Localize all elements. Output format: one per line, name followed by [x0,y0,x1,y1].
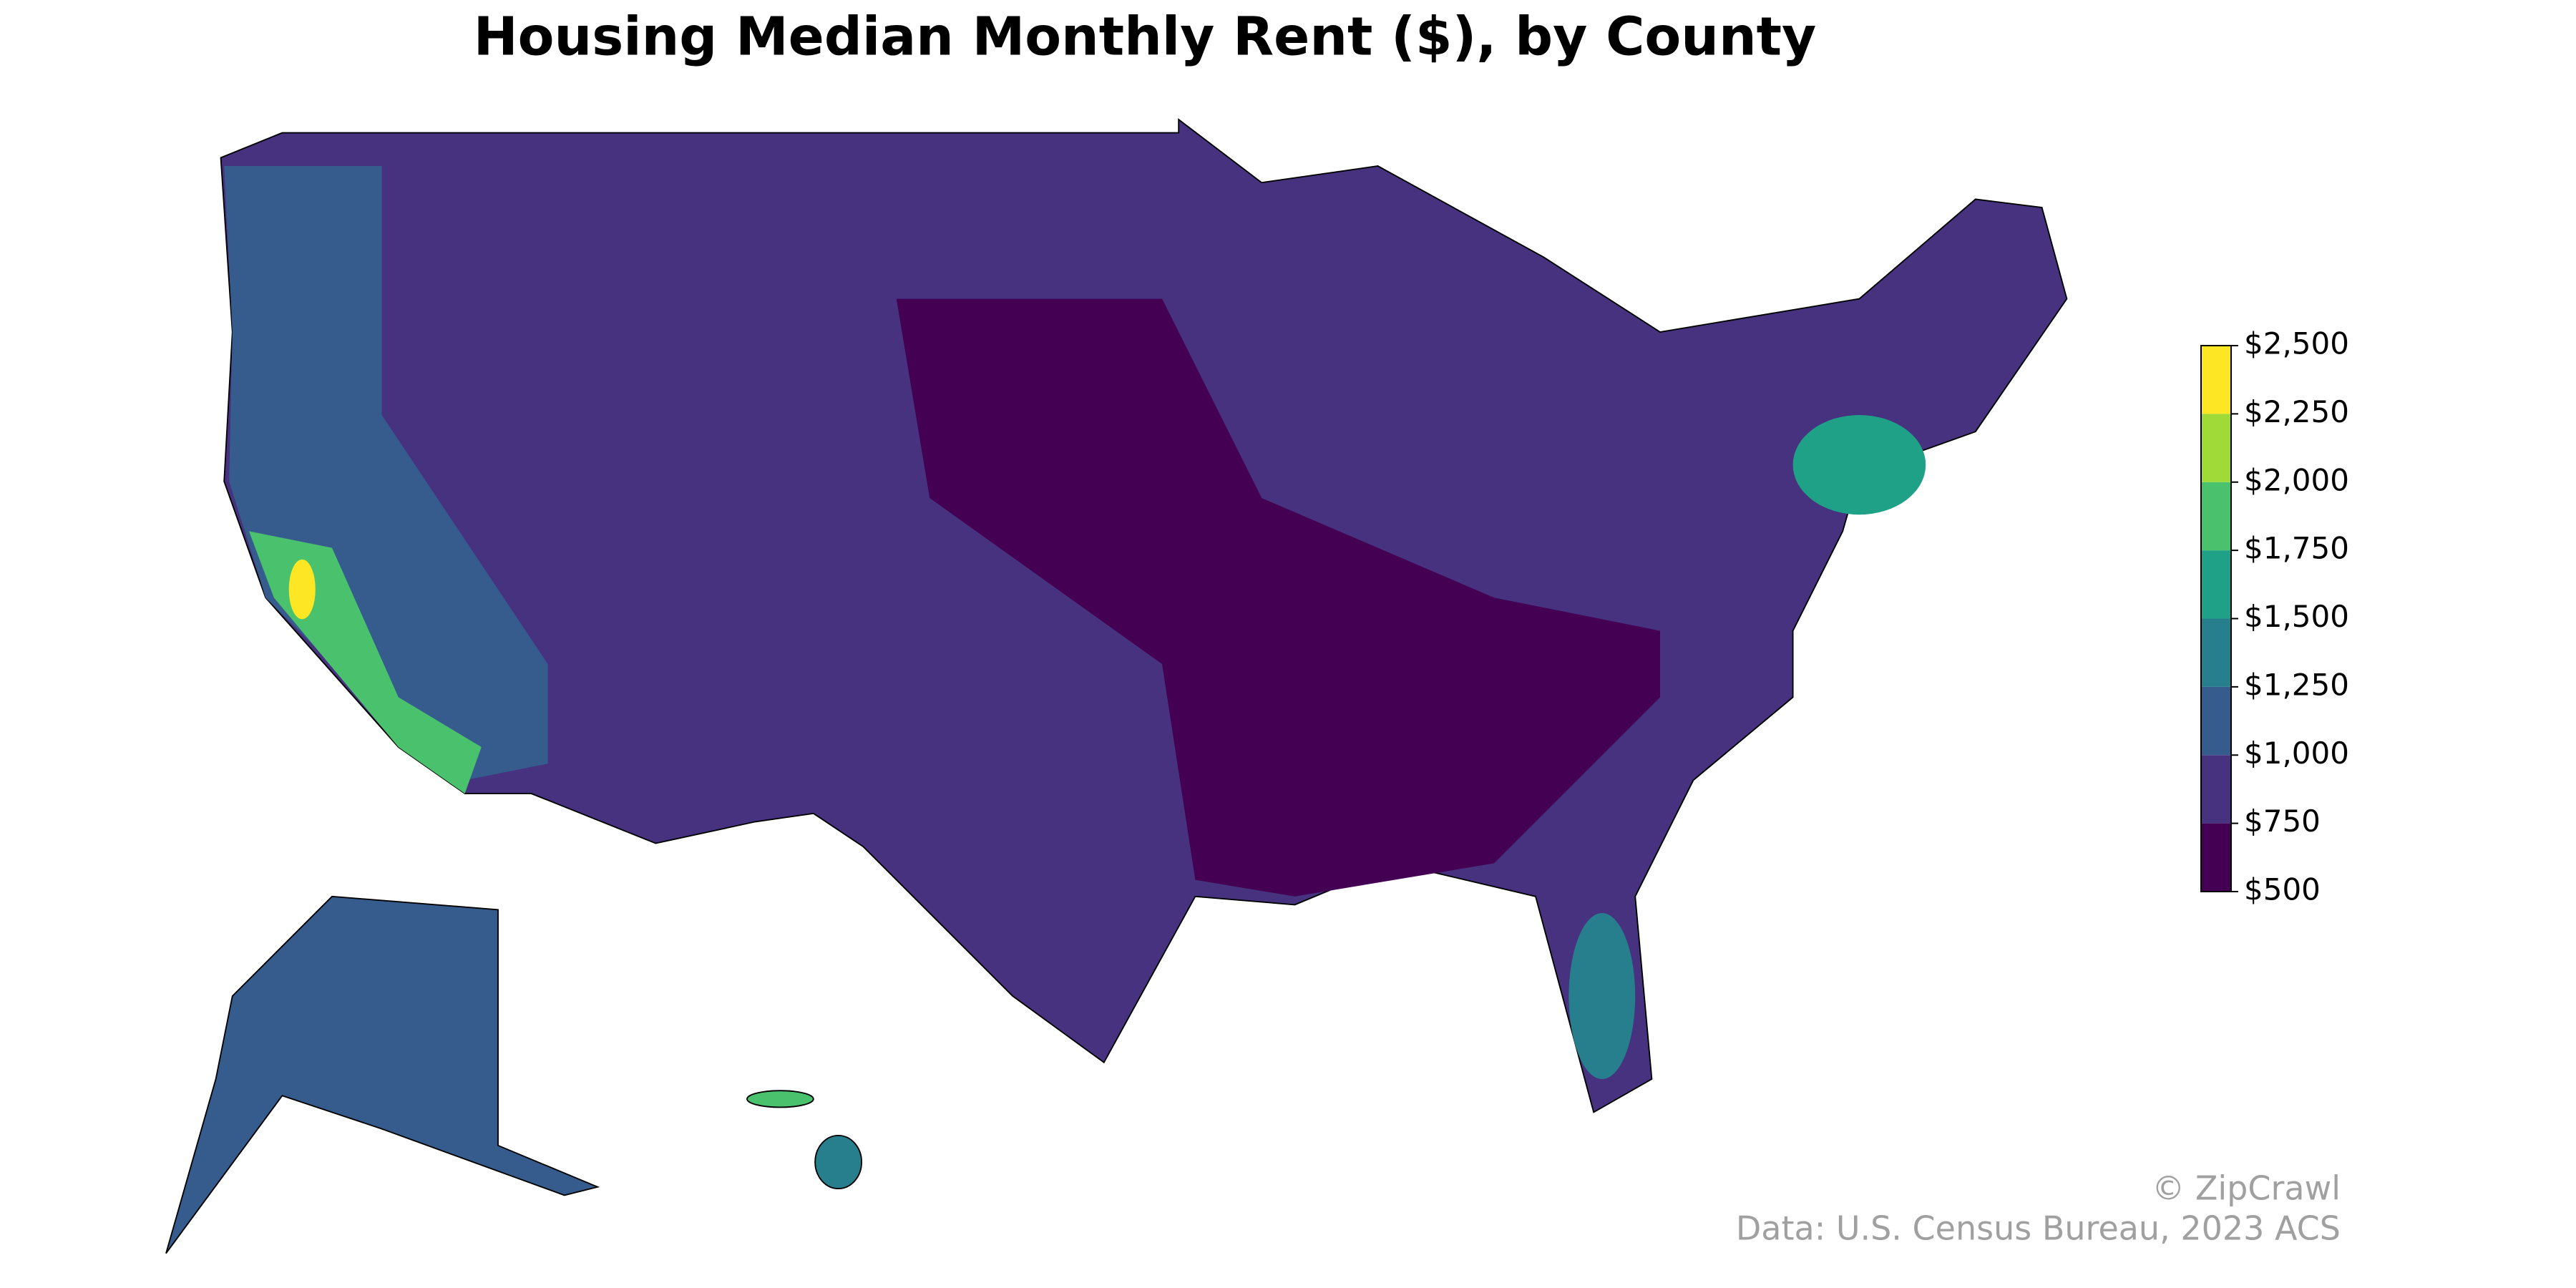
colorbar-tick-label: $1,000 [2244,736,2349,771]
colorbar-bin [2201,414,2231,482]
map [165,118,2068,1254]
colorbar-tick-label: $2,250 [2244,394,2349,429]
colorbar-bin [2201,482,2231,551]
colorbar-bin [2201,755,2231,824]
hawaii [814,1134,863,1190]
colorbar-bin [2201,550,2231,619]
source: Data: U.S. Census Bureau, 2023 ACS [1736,1209,2341,1248]
colorbar-tick-label: $2,500 [2244,326,2349,361]
colorbar-tick-label: $2,000 [2244,462,2349,497]
colorbar-bin [2201,346,2231,414]
colorbar-tick-label: $1,750 [2244,531,2349,566]
east-region [896,298,1660,897]
bay-area [288,559,316,620]
florida [1568,913,1636,1079]
colorbar-bin [2201,686,2231,756]
credit: © ZipCrawl [2152,1169,2341,1208]
colorbar: $500 $750 $1,000 $1,250 $1,500 $1,750 $2,000 $2… [2200,326,2349,907]
alaska [165,895,600,1254]
colorbar-bin [2201,618,2231,687]
colorbar-tick-label: $500 [2244,872,2321,907]
colorbar-bin [2201,823,2231,892]
map-title: Housing Median Monthly Rent ($), by Coun… [474,6,1817,68]
colorbar-tick-label: $1,250 [2244,667,2349,702]
colorbar-tick-label: $1,500 [2244,599,2349,634]
colorbar-tick-label: $750 [2244,804,2321,839]
hawaii-islands [746,1090,814,1108]
northeast-corridor [1792,415,1926,515]
